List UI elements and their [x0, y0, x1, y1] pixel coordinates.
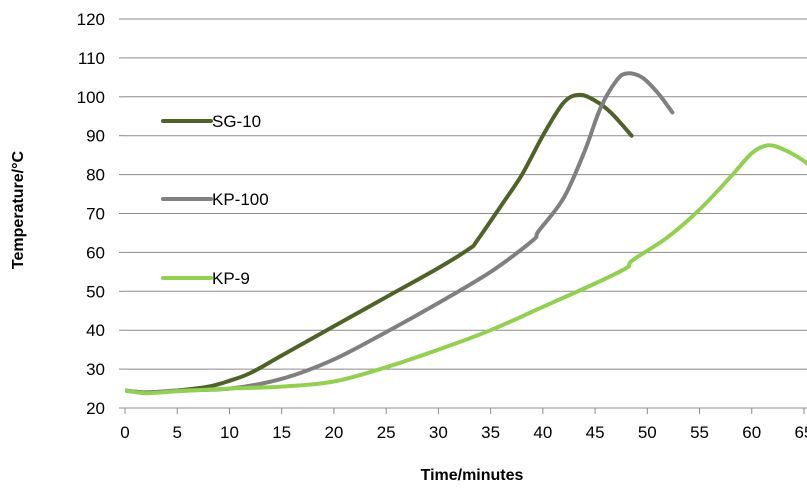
x-tick-label: 45	[586, 423, 605, 442]
series-line-sg-10	[125, 92, 634, 395]
y-tick-labels: 20 30 40 50 60 70 80 90 100 110 120	[77, 10, 105, 418]
x-tick-label: 55	[690, 423, 709, 442]
x-tick-label: 25	[377, 423, 396, 442]
x-tick-label: 20	[324, 423, 343, 442]
x-tick-label: 0	[120, 423, 129, 442]
series-line-kp-9	[125, 143, 807, 396]
y-tick-label: 30	[86, 360, 105, 379]
y-tick-label: 40	[86, 321, 105, 340]
y-tick-label: 120	[77, 10, 105, 29]
x-tick-label: 50	[638, 423, 657, 442]
y-tick-label: 110	[78, 49, 105, 68]
gridlines	[119, 18, 807, 414]
x-tick-label: 5	[172, 423, 181, 442]
x-tick-label: 10	[220, 423, 239, 442]
legend: SG-10 KP-100 KP-9	[161, 112, 269, 288]
y-tick-label: 50	[86, 282, 105, 301]
x-tick-label: 65	[795, 423, 807, 442]
x-tick-label: 40	[533, 423, 552, 442]
x-tick-label: 60	[742, 423, 761, 442]
y-tick-label: 60	[86, 243, 105, 262]
x-tick-labels: 0 5 10 15 20 25 30 35 40 45 50 55 60 65	[120, 423, 807, 442]
y-tick-label: 20	[86, 399, 105, 418]
legend-label: SG-10	[212, 112, 261, 131]
x-tick-label: 15	[272, 423, 291, 442]
x-tick-label: 30	[429, 423, 448, 442]
y-tick-label: 70	[86, 205, 105, 224]
y-tick-label: 90	[86, 127, 105, 146]
series-lines	[125, 71, 807, 396]
x-tick-label: 35	[481, 423, 500, 442]
y-tick-label: 80	[86, 166, 105, 185]
legend-label: KP-100	[212, 190, 269, 209]
y-tick-label: 100	[77, 88, 105, 107]
legend-label: KP-9	[212, 269, 250, 288]
y-axis-title: Temperature/°C	[10, 150, 27, 269]
x-axis-title: Time/minutes	[421, 467, 524, 484]
